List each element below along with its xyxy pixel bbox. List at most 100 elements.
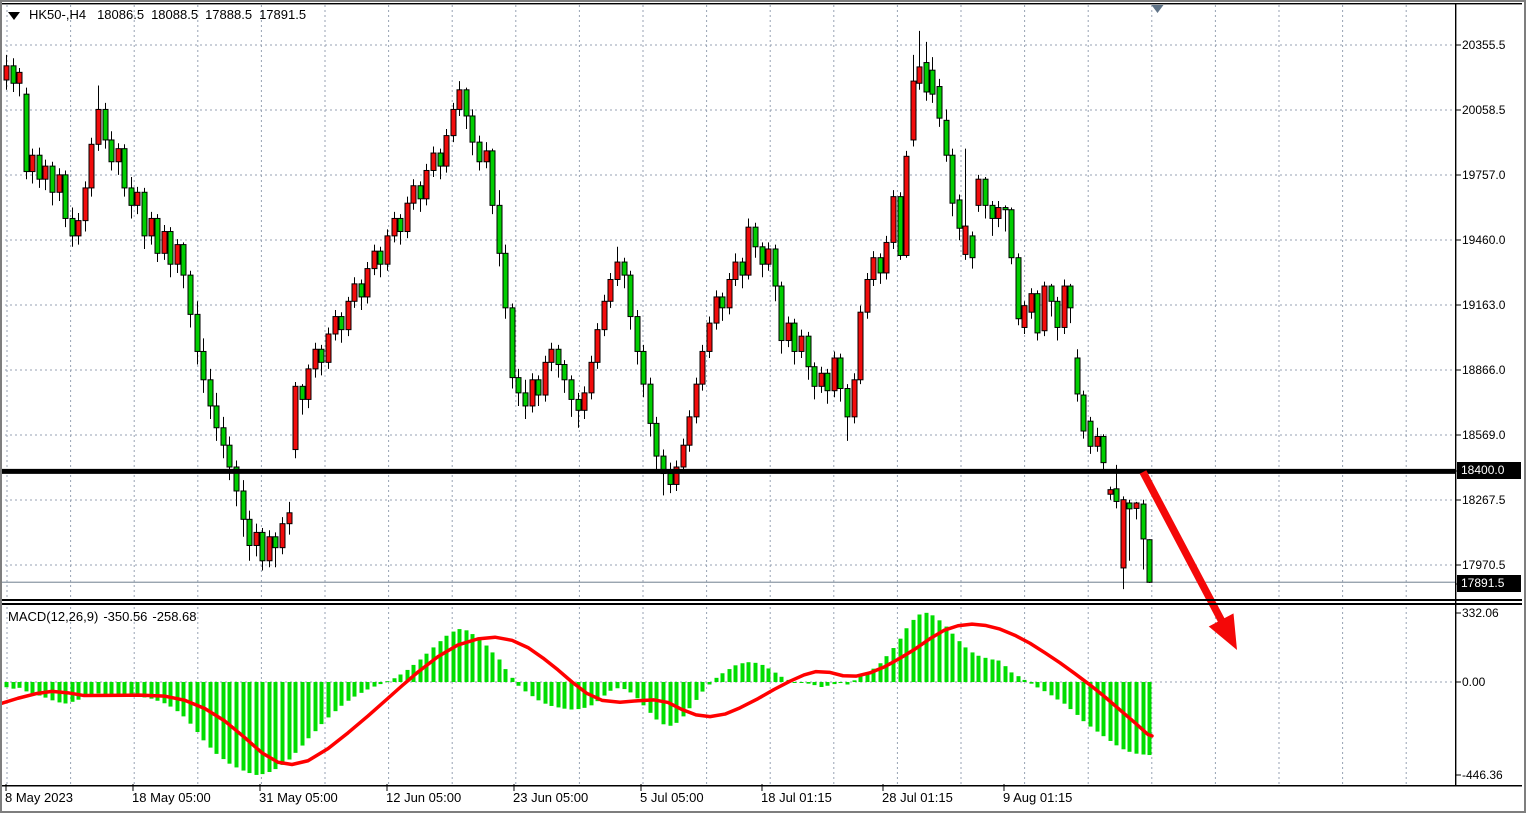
macd-histogram-bar	[103, 682, 108, 695]
symbol-period-label: HK50-,H4	[29, 7, 87, 22]
candle-body	[890, 196, 897, 243]
candle-body	[200, 350, 207, 381]
candle-body	[548, 348, 555, 363]
candle-body	[910, 80, 917, 141]
trend-arrow-shaft[interactable]	[1139, 470, 1228, 627]
macd-histogram-bar	[1016, 676, 1021, 682]
macd-histogram-bar	[806, 682, 811, 684]
candle-body	[404, 202, 411, 233]
candle-body	[699, 350, 706, 385]
candle-body	[621, 261, 628, 276]
macd-histogram-bar	[792, 682, 797, 683]
macd-histogram-bar	[681, 682, 686, 717]
candle-body	[818, 372, 825, 387]
macd-histogram-bar	[267, 682, 272, 773]
macd-histogram-bar	[24, 682, 29, 692]
macd-histogram-bar	[819, 682, 824, 688]
candle-body	[220, 427, 227, 446]
candle-body	[1048, 285, 1055, 302]
macd-histogram-bar	[234, 682, 239, 768]
candle-body	[128, 187, 135, 206]
macd-histogram-bar	[503, 669, 508, 682]
macd-histogram-bar	[1101, 682, 1106, 737]
macd-histogram-bar	[641, 682, 646, 706]
macd-histogram-bar	[930, 615, 935, 682]
candle-body	[62, 174, 69, 219]
candle-body	[923, 62, 930, 93]
macd-histogram-bar	[937, 620, 942, 682]
candle-body	[108, 139, 115, 163]
trend-arrow-head-icon[interactable]	[1208, 613, 1237, 650]
macd-histogram-bar	[812, 682, 817, 686]
candle-body	[686, 416, 693, 446]
macd-histogram-bar	[162, 682, 167, 704]
macd-histogram-bar	[516, 682, 521, 686]
candle-body	[653, 422, 660, 457]
macd-histogram-bar	[707, 682, 712, 685]
macd-histogram-bar	[497, 659, 502, 682]
macd-histogram-bar	[464, 630, 469, 682]
candle-body	[391, 217, 398, 237]
candle-body	[1002, 207, 1009, 211]
macd-histogram-bar	[293, 682, 298, 753]
macd-histogram-bar	[1049, 682, 1054, 696]
macd-histogram-bar	[260, 682, 265, 775]
candle-body	[266, 536, 273, 562]
macd-histogram-bar	[37, 682, 42, 696]
candle-body	[69, 217, 76, 237]
macd-histogram-bar	[865, 672, 870, 682]
macd-histogram-bar	[378, 682, 383, 685]
macd-axis-label: 332.06	[1462, 606, 1499, 620]
macd-histogram-bar	[444, 635, 449, 682]
macd-histogram-bar	[924, 612, 929, 682]
candle-body	[989, 204, 996, 219]
candle-body	[194, 313, 201, 352]
candle-body	[634, 316, 641, 352]
price-axis-label: 20058.5	[1462, 103, 1506, 117]
macd-histogram-bar	[11, 682, 16, 689]
time-axis-label: 5 Jul 05:00	[640, 790, 704, 805]
macd-histogram-bar	[1075, 682, 1080, 715]
macd-histogram-bar	[970, 652, 975, 682]
macd-histogram-bar	[878, 663, 883, 682]
macd-histogram-bar	[727, 669, 732, 682]
candle-body	[870, 257, 877, 280]
macd-histogram-bar	[832, 682, 837, 685]
candle-body	[1140, 503, 1147, 540]
indicator-name: MACD(12,26,9)	[8, 609, 99, 624]
candle-body	[476, 141, 483, 163]
macd-histogram-bar	[168, 682, 173, 707]
candle-body	[1107, 489, 1114, 495]
candle-body	[982, 178, 989, 206]
candle-body	[279, 523, 286, 549]
candle-body	[240, 490, 247, 520]
candle-body	[542, 361, 549, 396]
macd-histogram-bar	[543, 682, 548, 704]
price-axis-label: 18569.0	[1462, 428, 1506, 442]
candle-body	[1021, 305, 1028, 328]
macd-histogram-bar	[694, 682, 699, 700]
macd-histogram-bar	[431, 647, 436, 682]
candle-body	[601, 300, 608, 331]
macd-histogram-bar	[990, 659, 995, 682]
macd-histogram-bar	[779, 676, 784, 682]
candle-body	[338, 316, 345, 331]
macd-histogram-bar	[852, 680, 857, 682]
candle-body	[943, 119, 950, 156]
macd-histogram-bar	[142, 682, 147, 698]
time-axis-label: 12 Jun 05:00	[386, 790, 462, 805]
candle-body	[75, 220, 82, 237]
macd-histogram-bar	[484, 645, 489, 682]
macd-histogram-bar	[457, 629, 462, 682]
candle-body	[1041, 285, 1048, 332]
macd-histogram-bar	[1141, 682, 1146, 755]
candle-body	[772, 248, 779, 287]
macd-histogram-bar	[273, 682, 278, 770]
indicator-signal-value: -258.68	[152, 609, 197, 624]
macd-histogram-bar	[766, 668, 771, 682]
candle-body	[417, 185, 424, 200]
price-axis-label: 18866.0	[1462, 363, 1506, 377]
candle-body	[857, 311, 864, 381]
candle-body	[732, 261, 739, 280]
